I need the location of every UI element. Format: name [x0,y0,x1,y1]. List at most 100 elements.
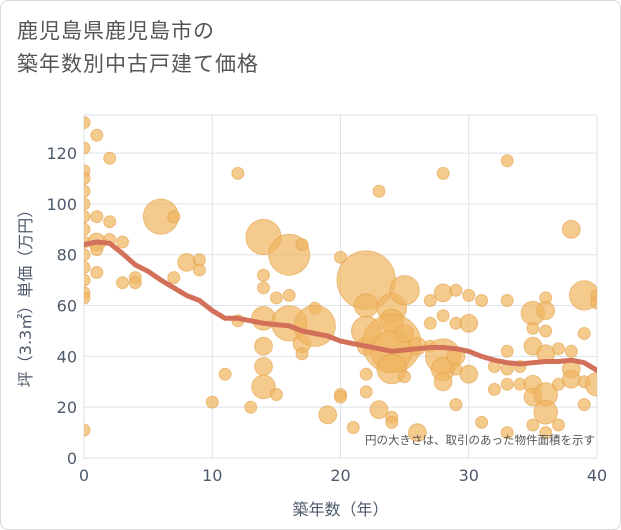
data-point[interactable] [475,294,489,307]
data-point[interactable] [423,294,437,307]
x-axis-title: 築年数（年） [292,500,388,519]
data-point[interactable] [459,364,479,384]
data-point[interactable] [475,415,489,429]
data-point[interactable] [577,327,591,340]
data-point[interactable] [433,372,453,392]
data-point[interactable] [167,271,181,285]
data-point[interactable] [423,316,437,330]
data-point[interactable] [269,291,283,305]
data-point[interactable] [78,172,91,185]
data-point[interactable] [251,374,276,400]
data-point[interactable] [584,372,609,397]
data-point[interactable] [116,276,129,290]
data-point[interactable] [539,324,553,338]
data-point[interactable] [78,273,91,287]
data-point[interactable] [500,426,514,440]
data-point[interactable] [318,405,338,425]
data-point[interactable] [167,210,181,224]
data-point[interactable] [359,367,373,381]
data-point[interactable] [536,301,556,321]
data-point[interactable] [231,166,245,180]
data-point[interactable] [90,266,104,279]
chart-title-line-1: 鹿児島県鹿児島市の [17,19,215,43]
data-point[interactable] [244,400,258,414]
data-point[interactable] [449,398,463,412]
bubble-size-note: 円の大きさは、取引のあった物件面積を示す [365,433,595,447]
y-tick-label: 60 [57,297,77,316]
data-point[interactable] [254,357,273,376]
y-tick-label: 80 [57,246,77,265]
data-point[interactable] [128,276,142,290]
data-point[interactable] [334,390,347,404]
data-point[interactable] [78,116,91,130]
data-point[interactable] [552,418,565,432]
data-point[interactable] [90,128,104,142]
data-point[interactable] [295,347,309,361]
data-point[interactable] [389,275,420,306]
data-point[interactable] [78,197,91,211]
data-point[interactable] [462,288,476,302]
data-point[interactable] [269,388,283,401]
data-point[interactable] [433,283,453,303]
data-point[interactable] [116,235,129,249]
data-point[interactable] [500,154,514,168]
data-point[interactable] [449,283,463,297]
data-point[interactable] [254,336,273,356]
data-point[interactable] [561,369,581,389]
data-point[interactable] [359,385,373,399]
data-point[interactable] [103,215,117,229]
data-point[interactable] [90,210,104,224]
data-point[interactable] [369,400,389,420]
data-point[interactable] [353,293,379,318]
data-point[interactable] [295,238,309,252]
y-tick-label: 100 [46,195,77,214]
data-point[interactable] [103,151,117,165]
data-point[interactable] [500,294,514,307]
data-point[interactable] [78,141,91,155]
data-point[interactable] [177,253,197,272]
data-point[interactable] [78,184,91,198]
data-point[interactable] [526,418,540,432]
data-point[interactable] [205,395,219,409]
data-point[interactable] [533,400,559,425]
data-point[interactable] [408,423,427,443]
data-point[interactable] [372,184,386,198]
data-point[interactable] [78,222,91,236]
data-point[interactable] [293,304,336,347]
data-point[interactable] [192,263,206,277]
data-point[interactable] [334,250,347,264]
y-tick-label: 40 [57,347,77,366]
x-tick-label: 40 [587,466,607,485]
y-axis-title: 坪（3.3㎡）単価（万円） [16,202,35,387]
data-point[interactable] [487,382,501,396]
data-point[interactable] [257,281,270,295]
data-point[interactable] [398,370,412,384]
data-point[interactable] [78,248,91,262]
data-point[interactable] [561,219,581,239]
data-point[interactable] [552,342,565,356]
data-point[interactable] [459,313,479,333]
data-point[interactable] [436,309,450,323]
data-point[interactable] [577,398,591,412]
data-point[interactable] [569,280,599,311]
data-point[interactable] [78,291,91,305]
data-point[interactable] [346,421,360,434]
data-point[interactable] [90,243,104,257]
data-point[interactable] [78,423,91,437]
data-point[interactable] [282,288,296,302]
data-point[interactable] [564,344,578,358]
data-point[interactable] [385,415,399,429]
data-point[interactable] [500,344,514,358]
data-point[interactable] [395,324,415,343]
data-point[interactable] [257,268,270,282]
data-point[interactable] [500,377,514,391]
data-point[interactable] [436,166,450,180]
data-point[interactable] [526,321,540,335]
data-point[interactable] [218,367,232,381]
data-point[interactable] [78,260,91,274]
data-point[interactable] [590,296,603,310]
data-point[interactable] [539,426,553,440]
data-point[interactable] [78,210,91,224]
